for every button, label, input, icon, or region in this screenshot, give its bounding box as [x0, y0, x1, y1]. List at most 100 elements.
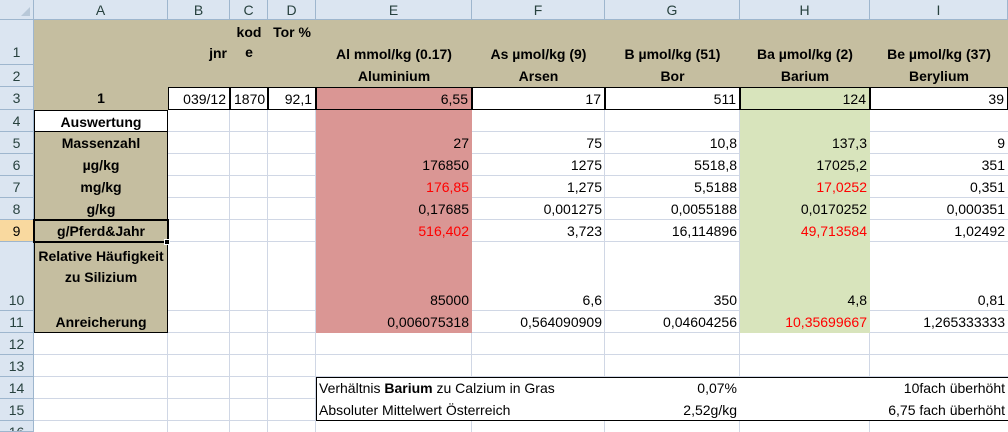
anreicherung-berylium[interactable]: 1,265333333 [923, 314, 1005, 330]
relativ-berylium[interactable]: 0,81 [977, 292, 1005, 308]
ugkg-arsen[interactable]: 1275 [570, 157, 602, 173]
column-header-e[interactable]: E [316, 0, 472, 20]
row3-arsen[interactable]: 17 [472, 87, 605, 110]
relativ-bor[interactable]: 350 [713, 292, 737, 308]
header-tor[interactable]: Tor % [273, 24, 311, 40]
pferd-berylium[interactable]: 1,02492 [954, 223, 1005, 239]
column-header-h[interactable]: H [740, 0, 870, 20]
ugkg-bor[interactable]: 5518,8 [694, 157, 737, 173]
mgkg-arsen[interactable]: 1,275 [566, 179, 602, 195]
pferd-aluminium[interactable]: 516,402 [418, 223, 469, 239]
note-ratio-remark[interactable]: 10fach überhöht [903, 380, 1005, 396]
note-ratio-value[interactable]: 0,07% [697, 380, 737, 396]
row3-index[interactable]: 1 [34, 87, 168, 110]
row-header-11[interactable]: 11 [0, 311, 34, 333]
row-header-4[interactable]: 4 [0, 110, 34, 132]
row-header-16[interactable]: 16 [0, 421, 34, 432]
massenzahl-arsen[interactable]: 75 [586, 135, 602, 151]
massenzahl-berylium[interactable]: 9 [997, 135, 1005, 151]
label-relative-haeufigkeit[interactable]: Relative Häufigkeit zu Silizium [34, 242, 168, 311]
name-aluminium[interactable]: Aluminium [357, 68, 431, 84]
name-bor[interactable]: Bor [660, 68, 685, 84]
row-header-6[interactable]: 6 [0, 154, 34, 176]
row3-barium[interactable]: 124 [740, 87, 870, 110]
row3-kode[interactable]: 1870 [230, 87, 268, 110]
label-pferd-jahr[interactable]: g/Pferd&Jahr [34, 220, 168, 242]
header-arsen[interactable]: As µmol/kg (9) [490, 46, 587, 62]
row-header-5[interactable]: 5 [0, 132, 34, 154]
massenzahl-aluminium[interactable]: 27 [453, 135, 469, 151]
relativ-aluminium[interactable]: 85000 [430, 292, 469, 308]
pferd-bor[interactable]: 16,114896 [671, 223, 737, 239]
column-header-b[interactable]: B [168, 0, 230, 20]
label-auswertung[interactable]: Auswertung [34, 110, 168, 132]
column-header-i[interactable]: I [870, 0, 1008, 20]
column-header-a[interactable]: A [34, 0, 168, 20]
column-header-d[interactable]: D [268, 0, 316, 20]
ugkg-aluminium[interactable]: 176850 [422, 157, 469, 173]
label-anreicherung[interactable]: Anreicherung [34, 311, 168, 333]
column-header-f[interactable]: F [472, 0, 605, 20]
note-mean-text[interactable]: Absoluter Mittelwert Österreich [319, 402, 511, 418]
name-berylium[interactable]: Berylium [909, 68, 969, 84]
label-mgkg[interactable]: mg/kg [34, 176, 168, 198]
anreicherung-bor[interactable]: 0,04604256 [663, 314, 737, 330]
fill-handle[interactable] [164, 239, 170, 245]
row-header-8[interactable]: 8 [0, 198, 34, 220]
gkg-aluminium[interactable]: 0,17685 [418, 201, 469, 217]
select-all-corner[interactable] [0, 0, 34, 20]
ugkg-barium[interactable]: 17025,2 [816, 157, 867, 173]
header-bor[interactable]: B µmol/kg (51) [624, 46, 721, 62]
note-mean-value[interactable]: 2,52g/kg [683, 402, 737, 418]
row-header-7[interactable]: 7 [0, 176, 34, 198]
gkg-berylium[interactable]: 0,000351 [946, 201, 1005, 217]
note-ratio-text[interactable]: Verhältnis Barium zu Calzium in Gras [316, 377, 606, 399]
row3-jnr[interactable]: 039/12 [168, 87, 230, 110]
gkg-bor[interactable]: 0,0055188 [670, 201, 737, 217]
header-aluminium[interactable]: Al mmol/kg (0.17) [336, 46, 452, 62]
note-ratio-prefix: Verhältnis [319, 380, 385, 396]
name-barium[interactable]: Barium [780, 68, 830, 84]
column-header-c[interactable]: C [230, 0, 268, 20]
mgkg-berylium[interactable]: 0,351 [969, 179, 1005, 195]
row-header-10[interactable]: 10 [0, 242, 34, 311]
label-ugkg[interactable]: µg/kg [34, 154, 168, 176]
row3-aluminium[interactable]: 6,55 [316, 87, 472, 110]
gkg-barium[interactable]: 0,0170252 [800, 201, 867, 217]
massenzahl-barium[interactable]: 137,3 [831, 135, 867, 151]
row-header-2[interactable]: 2 [0, 65, 34, 87]
row-header-1[interactable]: 1 [0, 20, 34, 65]
label-massenzahl[interactable]: Massenzahl [34, 132, 168, 154]
header-berylium[interactable]: Be µmol/kg (37) [887, 46, 991, 62]
row-header-12[interactable]: 12 [0, 333, 34, 355]
row-header-13[interactable]: 13 [0, 355, 34, 377]
anreicherung-barium[interactable]: 10,35699667 [785, 314, 867, 330]
anreicherung-arsen[interactable]: 0,564090909 [520, 314, 602, 330]
row-header-14[interactable]: 14 [0, 377, 34, 399]
ugkg-berylium[interactable]: 351 [981, 157, 1005, 173]
header-barium[interactable]: Ba µmol/kg (2) [757, 46, 853, 62]
relativ-arsen[interactable]: 6,6 [582, 292, 602, 308]
label-gkg[interactable]: g/kg [34, 198, 168, 220]
column-header-g[interactable]: G [605, 0, 740, 20]
row3-tor[interactable]: 92,1 [268, 87, 316, 110]
mgkg-bor[interactable]: 5,5188 [694, 179, 737, 195]
header-jnr[interactable]: jnr [209, 45, 227, 61]
massenzahl-bor[interactable]: 10,8 [709, 135, 737, 151]
header-kode[interactable]: kod e [236, 24, 262, 60]
pferd-barium[interactable]: 49,713584 [800, 223, 867, 239]
mgkg-barium[interactable]: 17,0252 [816, 179, 867, 195]
row-header-3[interactable]: 3 [0, 87, 34, 110]
row3-bor[interactable]: 511 [605, 87, 740, 110]
pferd-arsen[interactable]: 3,723 [566, 223, 602, 239]
row-header-15[interactable]: 15 [0, 399, 34, 421]
row3-berylium[interactable]: 39 [870, 87, 1008, 110]
name-arsen[interactable]: Arsen [518, 68, 559, 84]
gkg-arsen[interactable]: 0,001275 [543, 201, 602, 217]
note-mean-remark[interactable]: 6,75 fach überhöht [888, 402, 1005, 418]
relativ-barium[interactable]: 4,8 [847, 292, 867, 308]
row-header-9[interactable]: 9 [0, 220, 34, 242]
anreicherung-aluminium[interactable]: 0,006075318 [387, 314, 469, 330]
mgkg-aluminium[interactable]: 176,85 [426, 179, 469, 195]
